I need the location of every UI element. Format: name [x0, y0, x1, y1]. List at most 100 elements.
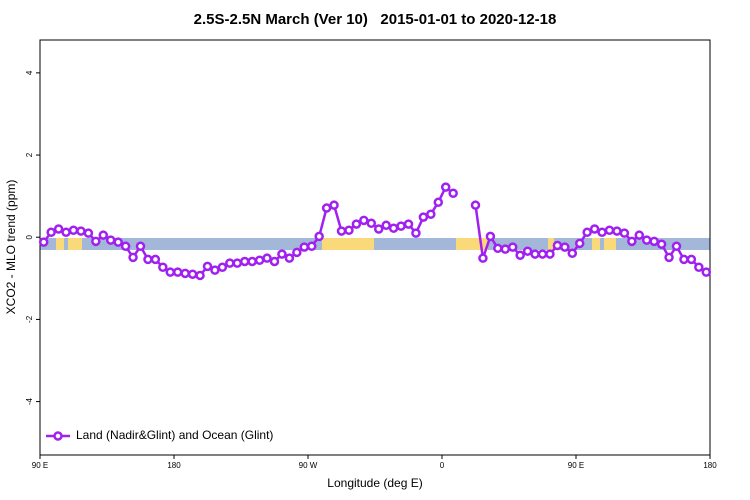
point	[143, 254, 153, 265]
plot-frame	[39, 39, 711, 456]
point	[165, 267, 176, 277]
point	[68, 225, 79, 235]
point	[493, 243, 503, 254]
point	[202, 261, 213, 272]
point	[46, 227, 56, 238]
point	[574, 238, 585, 249]
point	[329, 200, 339, 210]
point	[597, 227, 607, 238]
point	[470, 200, 481, 210]
point	[351, 219, 362, 229]
x-tick-label: 180	[703, 461, 717, 470]
point	[83, 228, 94, 238]
point	[604, 225, 615, 235]
point	[344, 225, 354, 235]
point	[582, 227, 592, 238]
legend-marker	[53, 431, 63, 441]
point	[619, 228, 630, 238]
point	[195, 270, 205, 281]
y-tick-label: -4	[25, 397, 34, 405]
x-tick-label: 0	[440, 461, 445, 470]
point	[98, 230, 109, 240]
point	[522, 246, 533, 256]
x-tick-label: 90 E	[568, 461, 584, 470]
point	[210, 265, 220, 275]
point	[239, 256, 250, 267]
point	[537, 249, 548, 259]
point	[180, 268, 190, 279]
point	[552, 240, 563, 251]
point	[217, 262, 228, 272]
point	[634, 230, 645, 240]
land-patch	[56, 238, 64, 250]
land-patch	[322, 238, 374, 250]
point	[679, 254, 689, 265]
point	[120, 241, 131, 252]
point	[418, 212, 429, 222]
land-patch	[592, 238, 600, 250]
point	[560, 242, 570, 252]
point	[649, 236, 659, 247]
land-patch	[68, 238, 82, 250]
point	[61, 227, 71, 238]
y-tick-label: 4	[25, 70, 34, 75]
point	[694, 262, 704, 272]
point	[105, 235, 116, 245]
point	[641, 235, 652, 245]
x-axis-label: Longitude (deg E)	[327, 476, 422, 490]
point	[359, 215, 369, 226]
point	[262, 253, 272, 263]
point	[158, 262, 168, 272]
chart-title: 2.5S-2.5N March (Ver 10) 2015-01-01 to 2…	[194, 11, 557, 28]
point	[314, 231, 324, 242]
point	[440, 182, 451, 192]
point	[336, 226, 347, 236]
point	[589, 224, 600, 234]
point	[113, 237, 123, 247]
point	[187, 269, 198, 279]
y-tick-label: 0	[25, 234, 34, 239]
point	[530, 249, 540, 259]
point	[500, 244, 511, 254]
background-band	[40, 238, 710, 250]
x-tick-label: 90 E	[32, 461, 48, 470]
point	[321, 203, 332, 213]
point	[225, 258, 235, 268]
point	[381, 220, 391, 231]
ocean-band	[40, 238, 710, 250]
point	[299, 242, 310, 252]
land-patch	[548, 238, 554, 250]
point	[53, 224, 64, 234]
x-tick-label: 180	[167, 461, 181, 470]
point	[366, 218, 377, 229]
legend-label: Land (Nadir&Glint) and Ocean (Glint)	[76, 428, 273, 442]
point	[411, 228, 421, 238]
point	[612, 226, 622, 236]
point	[38, 237, 49, 247]
point	[656, 239, 667, 249]
point	[686, 254, 697, 265]
point	[671, 241, 682, 252]
point	[433, 197, 444, 208]
x-tick-label: 90 W	[299, 461, 318, 470]
point	[701, 267, 712, 277]
point	[448, 188, 458, 199]
y-axis-label: XCO2 - MLO trend (ppm)	[4, 180, 18, 315]
point	[135, 241, 146, 252]
point	[150, 254, 161, 265]
y-tick-label: -2	[25, 315, 34, 323]
point	[232, 258, 243, 268]
y-tick-label: 2	[25, 152, 34, 157]
point	[277, 249, 287, 259]
point	[396, 221, 406, 231]
point	[567, 248, 578, 259]
point	[664, 252, 674, 263]
point	[306, 241, 317, 252]
point	[426, 209, 436, 219]
point	[388, 223, 399, 233]
point	[91, 236, 101, 247]
land-patch	[604, 238, 616, 250]
point	[76, 226, 86, 236]
